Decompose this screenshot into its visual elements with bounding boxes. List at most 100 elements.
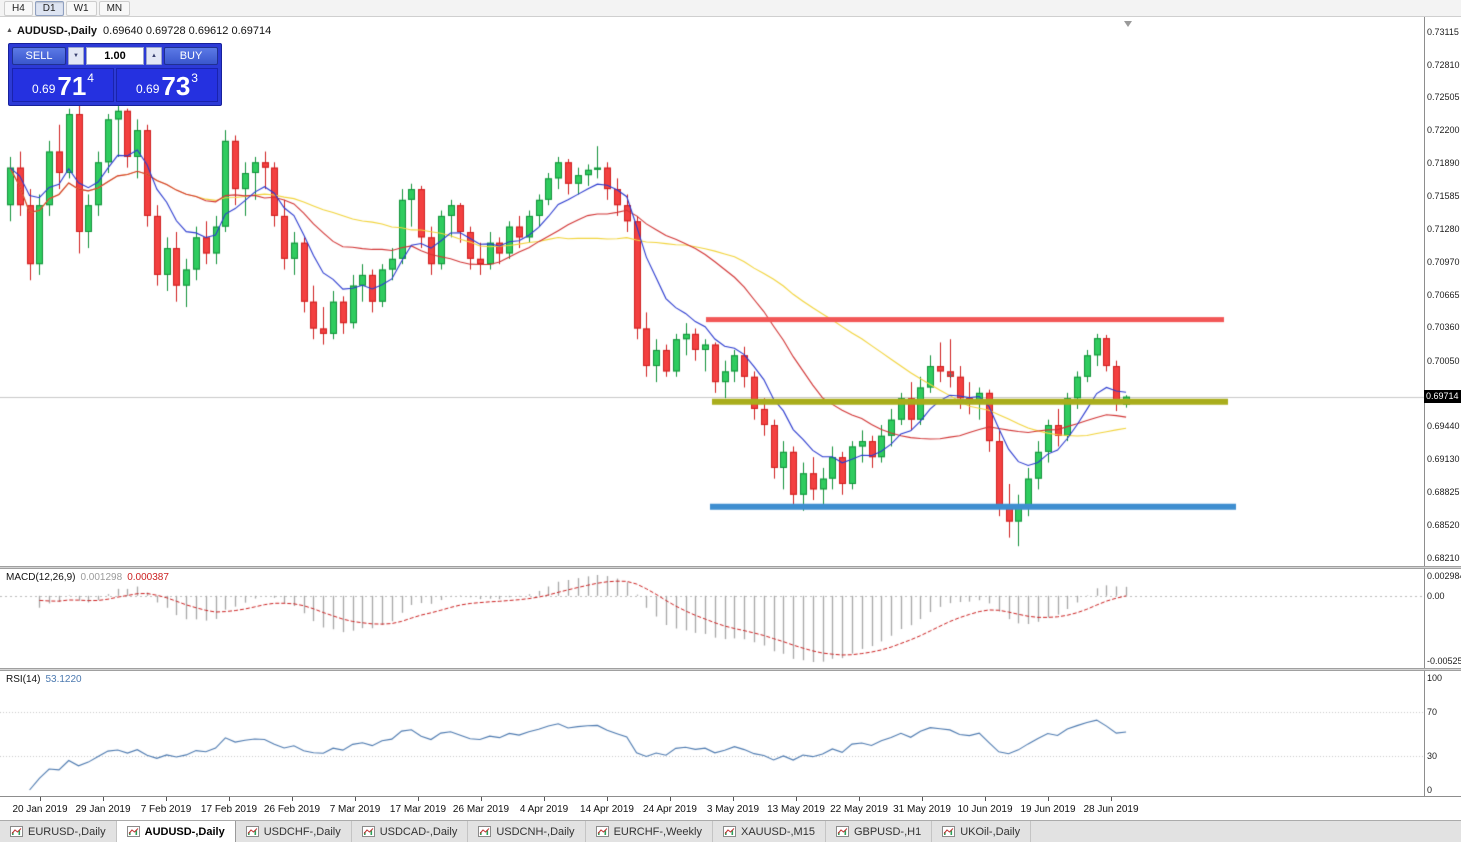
macd-axis-label: 0.002984 [1427,571,1461,581]
price-axis-label: 0.69130 [1427,454,1460,465]
rsi-axis-label: 100 [1427,673,1443,683]
timeframe-button-mn[interactable]: MN [98,0,131,16]
buy-price-display[interactable]: 0.69 73 3 [116,68,218,102]
date-label: 14 Apr 2019 [580,804,634,815]
time-axis[interactable]: 20 Jan 2019 29 Jan 2019 7 Feb 2019 17 Feb 2… [0,796,1461,820]
date-label: 7 Feb 2019 [140,804,192,815]
rsi-axis[interactable]: 100 70 30 0 [1424,671,1461,796]
rsi-canvas[interactable] [0,671,1424,796]
chart-symbol-label: AUDUSD-,Daily [16,25,98,37]
date-label: 19 Jun 2019 [1020,804,1076,815]
time-axis-tick [481,797,482,801]
chart-tab-icon [478,826,492,837]
price-axis-label: 0.68825 [1427,487,1460,498]
time-axis-tick [985,797,986,801]
chart-tab-icon [595,826,609,837]
time-axis-tick [292,797,293,801]
tab-label: GBPUSD-,H1 [853,825,922,838]
tab-label: USDCHF-,Daily [263,825,341,838]
trade-panel-controls: SELL ▼ 1.00 ▲ BUY [12,47,218,65]
sell-button[interactable]: SELL [12,47,66,65]
buy-button[interactable]: BUY [164,47,218,65]
chart-tab-eurchf-weekly[interactable]: EURCHF-,Weekly [586,821,713,842]
price-axis-label: 0.70970 [1427,257,1460,268]
chart-tab-ukoil-daily[interactable]: UKOil-,Daily [932,821,1032,842]
volume-input[interactable]: 1.00 [86,47,144,65]
chart-tab-icon [835,826,849,837]
price-axis-label: 0.71280 [1427,223,1460,234]
price-axis-label: 0.73115 [1427,27,1459,37]
chart-tab-icon [245,826,259,837]
time-axis-tick [418,797,419,801]
date-label: 17 Feb 2019 [200,804,258,815]
collapse-panel-icon[interactable]: ▲ [6,27,13,34]
price-axis[interactable]: 0.73115 0.72810 0.72505 0.72200 0.71890 0.715… [1424,17,1461,566]
one-click-trading-panel: SELL ▼ 1.00 ▲ BUY 0.69 71 4 0.69 73 3 [8,43,222,106]
buy-price-point: 3 [191,71,198,85]
time-axis-tick [166,797,167,801]
date-label: 10 Jun 2019 [957,804,1013,815]
price-axis-label: 0.72505 [1427,92,1460,103]
macd-pane: MACD(12,26,9) 0.001298 0.000387 0.002984 0.… [0,569,1461,668]
crosshair-marker: + [947,368,955,382]
chart-title: ▲ AUDUSD-,Daily 0.69640 0.69728 0.69612 0.… [6,25,271,37]
time-axis-tick [1111,797,1112,801]
time-axis-tick [103,797,104,801]
timeframe-button-h4[interactable]: H4 [4,0,33,16]
tab-label: EURCHF-,Weekly [613,825,702,838]
date-label: 7 Mar 2019 [329,804,381,815]
time-axis-tick [229,797,230,801]
price-chart-canvas[interactable] [0,17,1424,566]
date-label: 29 Jan 2019 [75,804,131,815]
price-axis-label: 0.72810 [1427,59,1460,70]
rsi-axis-label: 70 [1427,706,1438,717]
chart-tab-usdchf-daily[interactable]: USDCHF-,Daily [236,821,352,842]
date-label: 4 Apr 2019 [519,804,569,815]
macd-signal-value: 0.000387 [127,572,169,583]
macd-label: MACD(12,26,9) 0.001298 0.000387 [6,572,169,583]
timeframe-button-w1[interactable]: W1 [65,0,97,16]
time-axis-tick [670,797,671,801]
chart-tab-icon [10,826,23,837]
date-label: 31 May 2019 [893,804,951,815]
volume-decrease-button[interactable]: ▼ [68,47,84,65]
pane-splitter[interactable] [0,668,1461,671]
chart-tab-usdcnh-daily[interactable]: USDCNH-,Daily [468,821,586,842]
chart-tab-icon [942,826,956,837]
time-axis-tick [1048,797,1049,801]
rsi-axis-label: 30 [1427,751,1438,762]
date-label: 17 Mar 2019 [389,804,447,815]
sell-price-prefix: 0.69 [32,82,56,96]
time-axis-tick [544,797,545,801]
rsi-value: 53.1220 [45,674,82,685]
chart-tab-icon [722,826,736,837]
macd-axis-label: -0.005256 [1427,656,1461,666]
timeframe-button-d1[interactable]: D1 [34,0,64,16]
triangle-up-icon: ▲ [151,53,157,59]
date-label: 24 Apr 2019 [643,804,697,815]
chart-tab-audusd-daily[interactable]: AUDUSD-,Daily [116,821,236,842]
chart-tab-xauusd-m15[interactable]: XAUUSD-,M15 [713,821,826,842]
chart-shift-icon[interactable] [1124,21,1132,27]
date-label: 26 Mar 2019 [452,804,510,815]
chart-tab-eurusd-daily[interactable]: EURUSD-,Daily [0,821,117,842]
chart-tab-icon [126,826,140,837]
volume-increase-button[interactable]: ▲ [146,47,162,65]
date-label: 13 May 2019 [767,804,825,815]
sell-price-display[interactable]: 0.69 71 4 [12,68,114,102]
date-label: 3 May 2019 [706,804,760,815]
chart-tab-gbpusd-h1[interactable]: GBPUSD-,H1 [826,821,933,842]
chart-tab-usdcad-daily[interactable]: USDCAD-,Daily [352,821,469,842]
macd-canvas[interactable] [0,569,1424,668]
rsi-pane: RSI(14) 53.1220 100 70 30 0 [0,671,1461,796]
price-axis-label: 0.71585 [1427,191,1460,202]
macd-axis[interactable]: 0.002984 0.00 -0.005256 [1424,569,1461,668]
time-axis-tick [355,797,356,801]
pane-splitter[interactable] [0,566,1461,569]
tab-label: AUDUSD-,Daily [144,825,225,838]
triangle-down-icon: ▼ [73,53,79,59]
price-axis-label: 0.71890 [1427,158,1460,169]
price-axis-label: 0.68520 [1427,519,1460,530]
time-axis-tick [733,797,734,801]
tab-label: UKOil-,Daily [960,825,1021,838]
